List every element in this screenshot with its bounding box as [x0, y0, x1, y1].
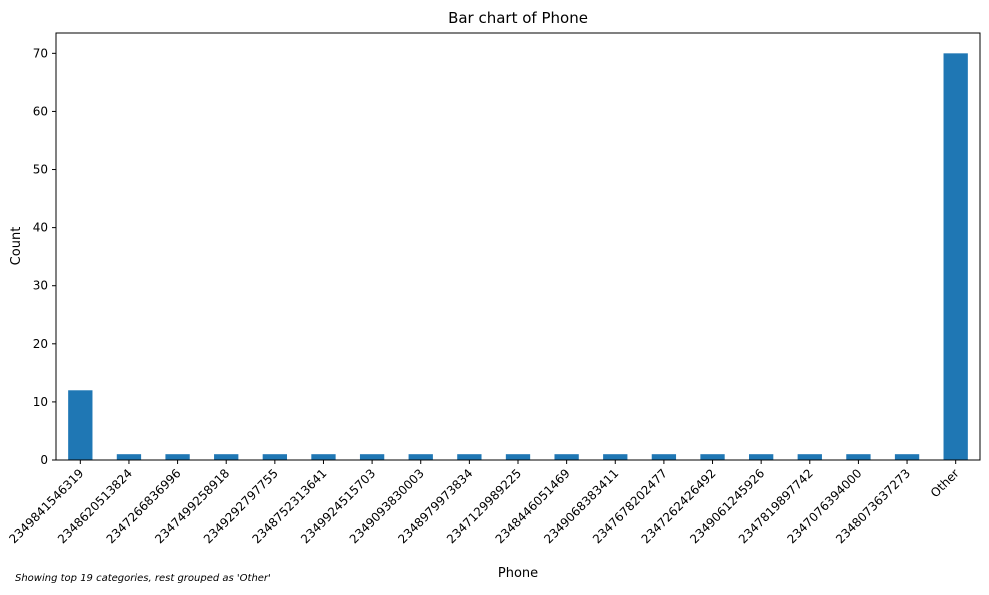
- bar-Other: [943, 53, 968, 460]
- y-tick-label: 0: [40, 453, 48, 467]
- bar-2347076394000: [846, 454, 871, 460]
- bar-2349093830003: [408, 454, 433, 460]
- x-tick-label: Other: [928, 466, 962, 500]
- chart-title: Bar chart of Phone: [448, 9, 588, 27]
- bar-2347262426492: [700, 454, 725, 460]
- y-tick-label: 60: [33, 104, 48, 118]
- bar-2347266836996: [165, 454, 190, 460]
- bar-2348752313641: [311, 454, 336, 460]
- y-axis-label: Count: [9, 227, 24, 266]
- y-tick-label: 50: [33, 163, 48, 177]
- y-tick-label: 70: [33, 46, 48, 60]
- bars-group: [68, 53, 968, 460]
- bar-2348446051469: [554, 454, 579, 460]
- bar-2349292797755: [262, 454, 287, 460]
- bar-2349924515703: [359, 454, 385, 460]
- plot-frame: [55, 32, 981, 461]
- footnote: Showing top 19 categories, rest grouped …: [15, 573, 271, 584]
- bar-2348073637273: [894, 454, 920, 460]
- bar-2348620513824: [116, 454, 142, 460]
- y-tick-label: 10: [33, 395, 48, 409]
- bar-2347678202477: [651, 454, 677, 460]
- x-axis-label: Phone: [498, 566, 538, 581]
- y-tick-label: 40: [33, 221, 48, 235]
- bar-2347819897742: [797, 454, 822, 460]
- y-tick-label: 20: [33, 337, 48, 351]
- y-tick-label: 30: [33, 279, 48, 293]
- bar-2347129989225: [505, 454, 531, 460]
- bar-2349841546319: [68, 390, 93, 460]
- bar-2347499258918: [214, 454, 239, 460]
- bar-2349068383411: [603, 454, 628, 460]
- x-axis: 2349841546319234862051382423472668369962…: [6, 460, 962, 546]
- y-axis: 0 10 20 30 40 50 60 70: [33, 46, 56, 467]
- bar-2348979973834: [457, 454, 482, 460]
- bar-2349061245926: [749, 454, 774, 460]
